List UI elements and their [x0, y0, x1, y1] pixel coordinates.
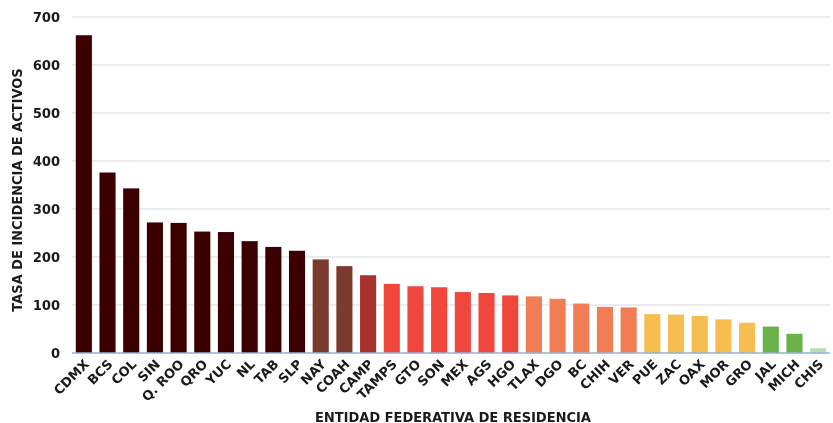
y-tick-label: 400 [33, 155, 60, 170]
x-tick-label: COL [109, 357, 140, 388]
bar-ags [478, 293, 495, 353]
bar-cdmx [75, 35, 92, 354]
bar-sin [146, 222, 163, 353]
bar-son [431, 287, 448, 353]
y-tick-label: 200 [33, 251, 60, 266]
bar-bcs [99, 172, 116, 353]
x-tick-label: VER [606, 357, 637, 388]
bars [75, 35, 827, 354]
y-tick-label: 0 [51, 347, 60, 362]
bar-dgo [549, 298, 566, 353]
bar-zac [667, 314, 685, 353]
x-tick-label: GRO [723, 357, 756, 390]
x-tick-label: BCS [85, 357, 116, 388]
bar-q-roo [170, 222, 187, 353]
bar-col [123, 188, 140, 353]
bar-camp [360, 275, 377, 353]
x-tick-label: TAB [252, 357, 282, 387]
y-tick-label: 600 [33, 59, 60, 74]
x-axis-title: ENTIDAD FEDERATIVA DE RESIDENCIA [315, 411, 591, 423]
bar-mor [715, 319, 732, 353]
x-tick-label: DGO [533, 357, 567, 391]
bar-nl [241, 241, 258, 353]
y-tick-label: 500 [33, 107, 60, 122]
x-tick-label: SLP [276, 357, 306, 387]
bar-nay [312, 259, 329, 353]
y-axis-title: TASA DE INCIDENCIA DE ACTIVOS [11, 68, 26, 311]
bar-tab [265, 246, 282, 353]
y-tick-labels: 0 100 200 300 400 500 600 700 [33, 11, 60, 362]
y-tick-label: 100 [33, 299, 60, 314]
bar-mich [786, 333, 803, 353]
y-tick-label: 300 [33, 203, 60, 218]
x-tick-label: MEX [439, 357, 472, 390]
bar-slp [288, 250, 306, 353]
bar-mex [454, 292, 471, 353]
x-tick-label: PUE [630, 357, 661, 388]
bar-jal [762, 326, 779, 353]
x-tick-label: YUC [203, 357, 235, 389]
bar-pue [644, 314, 661, 353]
bar-ver [620, 307, 637, 353]
bar-bc [573, 303, 590, 353]
bar-gto [407, 286, 424, 353]
bar-hgo [502, 295, 519, 353]
bar-chih [596, 306, 614, 353]
bar-tamps [383, 283, 400, 353]
x-tick-label: QRO [178, 357, 211, 390]
bar-oax [691, 316, 708, 353]
bar-qro [194, 231, 211, 353]
bar-yuc [217, 232, 235, 353]
bar-coah [336, 266, 353, 353]
y-tick-label: 700 [33, 11, 60, 26]
bar-chis [810, 348, 827, 353]
bar-gro [739, 322, 756, 353]
bar-tlax [525, 296, 542, 353]
